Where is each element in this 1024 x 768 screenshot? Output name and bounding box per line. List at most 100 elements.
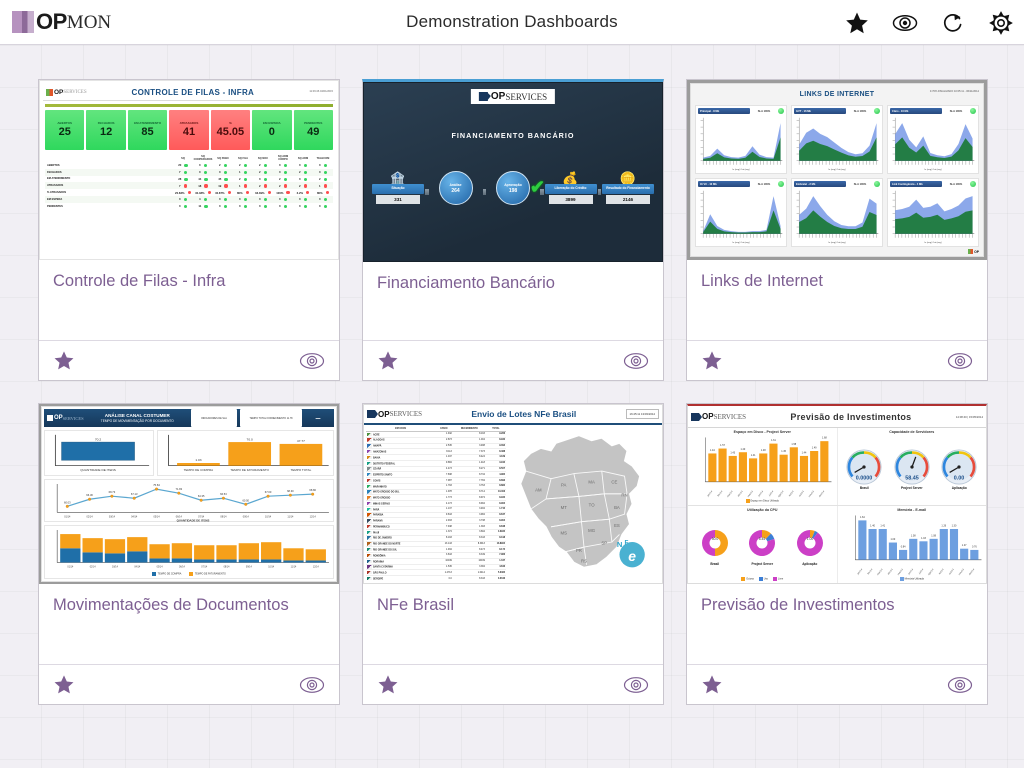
star-icon[interactable] [844,10,870,36]
link-panel[interactable]: Claro - 10 Mb SLA 100% In (avg) Out (avg) [887,105,979,174]
link-panel[interactable]: Embratel - 2 Mb SLA 100% In (avg) Out (avg… [791,178,883,247]
favorite-star-icon[interactable] [701,350,723,372]
svg-text:mai/14: mai/14 [897,568,904,577]
divider-bar [45,104,333,107]
table-body: ABERTOS 20 0 2 2 2 0 0 0 FECHADOS 7 0 0 1 2 0 2 0 EM ATEND… [45,162,333,209]
link-panel-caption: Oi VC - 10 Mb SLA 100% [698,181,784,188]
link-panel[interactable]: GVT - 16 Mb SLA 100% In (avg) Out (avg) [791,105,883,174]
legend-item: TEMPO DE COMPRA [152,572,181,576]
state-name: DISTRITO FEDERAL [366,460,436,467]
svg-text:0.76: 0.76 [971,544,976,548]
table-row: RIO DE JANEIRO 8.193 8.343 8.198 [366,535,506,542]
state-name: MATO GROSSO DO SUL [366,489,436,496]
status-dot-green [323,163,327,168]
preview-eye-icon[interactable] [623,352,649,370]
link-panel-caption: Embratel - 2 Mb SLA 100% [794,181,880,188]
state-flag-icon [367,455,372,460]
svg-text:e: e [628,548,636,564]
svg-text:67.00: 67.00 [265,491,272,495]
dashboard-card-controle-de-filas-infra[interactable]: OP SERVICES CONTROLE DE FILAS - INFRA 11… [38,79,340,381]
dashboard-board: OP SERVICES CONTROLE DE FILAS - INFRA 11… [0,45,1024,768]
refresh-icon[interactable] [940,10,966,36]
preview-eye-icon[interactable] [947,352,973,370]
table-cell: 0 [193,162,213,169]
svg-text:11/14: 11/14 [287,516,294,519]
dashboard-card-links-de-internet[interactable]: LINKS DE INTERNET 0.70% FINALIZADO 10:05… [686,79,988,381]
total-value: 13.403 [485,489,506,496]
table-cell: 0 [213,203,233,210]
gauge-label: Aplicação [951,485,967,490]
preview-eye-icon[interactable] [623,676,649,694]
dashboard-card-financiamento-bancario[interactable]: OP SERVICES FINANCIAMENTO BANCÁRIO 🏦 Sit… [362,79,664,381]
recebimento-value: 1.0414 [452,569,486,577]
link-area-chart [698,188,784,242]
svg-text:jul/14: jul/14 [768,490,775,498]
link-panel[interactable]: Oi VC - 10 Mb SLA 100% In (avg) Out (avg) [695,178,787,247]
link-panel[interactable]: Link Contingência - 4 Mb SLA 100% In (avg)… [887,178,979,247]
opservices-logo-mark [691,412,702,421]
svg-text:47.77: 47.77 [297,440,305,444]
favorite-star-icon[interactable] [701,674,723,696]
recebimento-value: 8.343 [452,575,486,581]
flow-stage-label: Análise [449,182,462,187]
gear-icon[interactable] [988,10,1014,36]
card-title: Financiamento Bancário [377,274,555,292]
recebimento-value: 8.473 [452,546,486,554]
table-row: RONDÔNIA 3.843 8.349 7.983 [366,552,506,559]
svg-text:68.30: 68.30 [287,490,294,494]
state-flag-icon [367,559,372,563]
table-cell: 2 [253,162,273,169]
dashboard-card-previsao-de-investimentos[interactable]: OP SERVICES Previsão de Investimentos 14… [686,403,988,705]
preview-eye-icon[interactable] [947,676,973,694]
card-footer [39,664,339,704]
opservices-services: SERVICES [505,91,548,102]
legend-label: Espaço em Disco Utilizado [750,499,779,503]
eye-icon[interactable] [892,10,918,36]
table-cell: 40.87% [213,189,233,196]
state-flag-icon [367,524,372,529]
recebimento-value: 3.484 [452,506,486,513]
favorite-star-icon[interactable] [53,674,75,696]
state-name: RIO DE JANEIRO [366,535,436,542]
status-dot-red [204,184,208,188]
recebimento-value: 8.271 [452,466,486,473]
table-cell: 0 [233,203,253,210]
state-flag-icon [367,536,372,540]
envio-value: 7.948 [435,523,453,530]
total-value: 3.0343 [485,575,506,581]
flow-stage-value: 331 [376,194,420,204]
envio-value: 3.843 [435,552,453,559]
link-panel[interactable]: Principal - 8 Mb SLA 100% In (avg) Out (av… [695,105,787,174]
bar-charts-row: 70.2 QUANTIDADE DE ITENS [44,430,334,477]
opservices-logo-mark [968,249,974,254]
favorite-star-icon[interactable] [53,350,75,372]
svg-text:1.03: 1.03 [196,459,203,463]
dashboard-card-movimentacoes-de-documentos[interactable]: OP SERVICES ANÁLISE CANAL COSTUMER TEMPO… [38,403,340,705]
opservices-op: OP [702,412,714,421]
opservices-op: OP [974,249,979,254]
preview-eye-icon[interactable] [299,676,325,694]
card-thumbnail: LINKS DE INTERNET 0.70% FINALIZADO 10:05… [687,80,987,260]
table-cell: 0 [293,195,313,203]
recebimento-value: 8.349 [452,552,486,559]
status-dot-green [970,108,976,115]
table-row: ATRASADOS 7 18 19 1 2 2 2 1 [45,182,333,190]
card-footer [363,664,663,704]
dashboard-card-nfe-brasil[interactable]: OP SERVICES Envio de Lotes NFe Brasil 16… [362,403,664,705]
donut-value: 1.00 [806,537,813,541]
table-cell: 20.83% [173,189,193,196]
app-logo[interactable]: OP MON [0,11,111,33]
envio-value: 2.545 [435,443,453,450]
favorite-star-icon[interactable] [377,674,399,696]
svg-text:1.44: 1.44 [802,450,807,454]
table-row: EM ATENDIMENTO 28 44 45 2 0 2 0 2 [45,176,333,183]
preview-eye-icon[interactable] [299,352,325,370]
gauge: 58.45 Project Server [894,448,930,490]
status-dot-green [283,197,287,202]
col-head: SQ ADM CORPO [277,155,289,161]
favorite-star-icon[interactable] [377,350,399,372]
total-value: 8.507 [485,466,506,473]
svg-text:jul/14: jul/14 [917,568,924,576]
envio-value: 9.884 [435,460,453,467]
panel-title: Capacidade de Servidores [889,430,935,434]
